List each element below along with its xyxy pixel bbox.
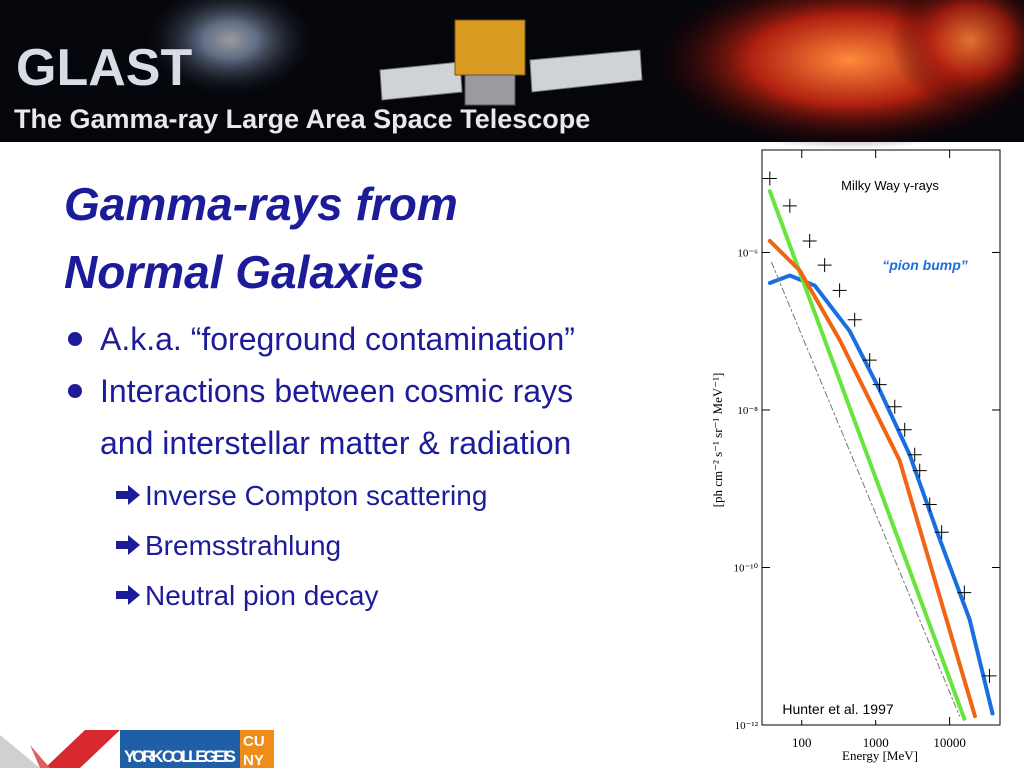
satellite — [379, 19, 643, 106]
y-tick-label: 10⁻¹⁰ — [733, 562, 758, 574]
banner-nebula — [890, 0, 1024, 110]
bullet-list: A.k.a. “foreground contamination” Interac… — [68, 321, 575, 611]
y-axis-label: [ph cm⁻² s⁻¹ sr⁻¹ MeV⁻¹] — [710, 373, 725, 508]
banner-glow — [140, 0, 320, 100]
data-point — [922, 497, 937, 512]
data-point — [982, 668, 997, 683]
data-point — [802, 233, 817, 248]
slide-title: Normal Galaxies — [64, 246, 425, 298]
data-point — [912, 463, 927, 478]
bullet-text: Interactions between cosmic rays — [100, 373, 573, 409]
arrow-bullet — [116, 585, 140, 605]
data-point — [934, 525, 949, 540]
data-point — [897, 422, 912, 437]
data-point — [847, 312, 862, 327]
logo-text: NY — [243, 752, 264, 768]
data-point — [957, 585, 972, 600]
x-tick-label: 100 — [792, 735, 812, 750]
x-tick-label: 1000 — [863, 735, 889, 750]
sub-bullet-text: Bremsstrahlung — [145, 530, 341, 561]
annotation: Hunter et al. 1997 — [782, 701, 894, 717]
plot-frame — [761, 149, 1001, 726]
data-point — [762, 171, 777, 186]
logo-text: CU — [243, 733, 265, 750]
y-tick-label: 10⁻⁸ — [737, 405, 758, 417]
bullet-text: and interstellar matter & radiation — [100, 425, 571, 461]
slide-title: Gamma-rays from — [64, 178, 458, 230]
x-axis-label: Energy [MeV] — [842, 748, 918, 763]
annotation: “pion bump” — [882, 257, 968, 273]
bullet-dot — [68, 332, 82, 346]
banner-subtitle: The Gamma-ray Large Area Space Telescope — [14, 104, 590, 134]
curve — [771, 261, 961, 717]
bullet-text: A.k.a. “foreground contamination” — [100, 321, 575, 357]
data-point — [817, 258, 832, 273]
sub-bullet-text: Inverse Compton scattering — [145, 480, 487, 511]
banner-title: GLAST — [16, 39, 192, 97]
logo-box — [120, 730, 240, 768]
annotation-box — [766, 698, 910, 720]
logo-text: YORK COLLEGE IS — [124, 747, 236, 766]
arrow-bullet — [116, 485, 140, 505]
data-point — [872, 377, 887, 392]
curve — [767, 238, 977, 719]
logo-box — [240, 730, 274, 768]
bullet-dot — [68, 384, 82, 398]
y-tick-label: 10⁻⁶ — [737, 247, 758, 259]
data-point — [887, 399, 902, 414]
curve — [767, 189, 967, 721]
arrow-bullet — [116, 535, 140, 555]
footer-decoration — [0, 730, 120, 768]
data-point — [907, 447, 922, 462]
plot: 100 1000 10000 10⁻⁶ 10⁻⁸ 10⁻¹⁰ 10⁻¹² — [733, 150, 1000, 750]
y-tick-label: 10⁻¹² — [735, 720, 759, 732]
data-point — [782, 198, 797, 213]
data-point — [832, 283, 847, 298]
annotation: Milky Way γ-rays — [841, 178, 939, 193]
x-tick-label: 10000 — [933, 735, 966, 750]
sub-bullet-text: Neutral pion decay — [145, 580, 378, 611]
data-point — [862, 353, 877, 368]
